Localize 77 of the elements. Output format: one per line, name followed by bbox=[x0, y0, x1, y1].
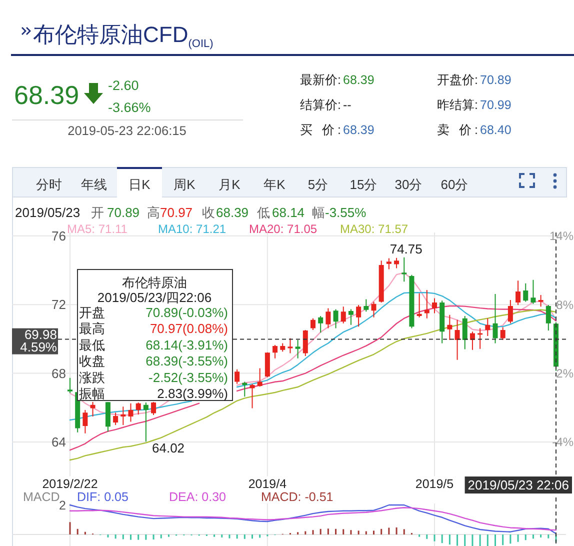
text: 低 bbox=[257, 205, 270, 220]
y2-tick-label: 14% bbox=[549, 229, 574, 244]
text: 60分 bbox=[440, 177, 468, 192]
text: -- bbox=[343, 98, 352, 112]
annotation: 74.75 bbox=[390, 241, 422, 256]
text: 70.97 bbox=[160, 205, 193, 220]
text: 70.89 bbox=[107, 205, 140, 220]
annotation: 收盘 bbox=[79, 354, 105, 369]
annotation: 最高 bbox=[79, 321, 105, 336]
y-tick-label: 76 bbox=[52, 228, 66, 244]
text: 日K bbox=[128, 177, 151, 192]
x-tick-label: 2019/5 bbox=[415, 477, 454, 491]
text: 幅 bbox=[312, 205, 325, 220]
text: 分时 bbox=[36, 177, 62, 192]
annotation: 70.97(0.08%) bbox=[150, 321, 228, 336]
text: 卖 价: bbox=[437, 123, 478, 137]
text: MA20: 71.05 bbox=[249, 222, 318, 236]
text: 高 bbox=[147, 205, 160, 220]
text: 最新价: bbox=[300, 73, 341, 87]
chart-title: 布伦特原油CFD$_{(OIL)}$ bbox=[33, 22, 214, 50]
series-label: DIF: 0.05 bbox=[77, 490, 128, 504]
y2-tick-label: 8% bbox=[556, 298, 574, 312]
annotation: 64.02 bbox=[152, 440, 185, 456]
text: 2019/05/23 22:06 bbox=[468, 478, 569, 492]
ref-line-label: 69.98 bbox=[24, 326, 57, 342]
text: -2.60 bbox=[108, 78, 139, 93]
text: 68.39 bbox=[343, 73, 374, 87]
text: MA10: 71.21 bbox=[158, 222, 226, 236]
annotation: 2.83(3.99%) bbox=[157, 386, 228, 401]
annotation: 振幅 bbox=[79, 386, 105, 401]
text: MA30: 71.57 bbox=[340, 222, 408, 236]
text: 年K bbox=[264, 177, 286, 192]
text: 年线 bbox=[81, 177, 107, 192]
series-label: MACD: -0.51 bbox=[261, 490, 334, 504]
annotation: 最低 bbox=[79, 337, 105, 352]
annotation: -2.52(-3.55%) bbox=[148, 370, 228, 385]
text: MA5: 71.11 bbox=[67, 222, 128, 236]
y2-tick-label: 2% bbox=[556, 366, 574, 380]
text: 周K bbox=[174, 177, 196, 192]
text: 买 价: bbox=[300, 123, 341, 137]
annotation: 68.39(-3.55%) bbox=[146, 354, 228, 369]
text: 70.89 bbox=[480, 73, 512, 87]
text: 5分 bbox=[308, 177, 328, 192]
text: 2019-05-23 22:06:15 bbox=[68, 123, 186, 138]
y-tick-label: 64 bbox=[52, 434, 66, 450]
text: 开 bbox=[91, 205, 104, 220]
text: 月K bbox=[218, 177, 241, 192]
text: 2 bbox=[59, 498, 66, 512]
text: 70.99 bbox=[480, 98, 512, 112]
text: 2019/05/23 bbox=[15, 205, 80, 220]
text: 收 bbox=[202, 205, 215, 220]
annotation: 布伦特原油 bbox=[122, 275, 187, 290]
x-tick-label: 2019/2/22 bbox=[42, 477, 98, 491]
text: 68.40 bbox=[480, 123, 512, 137]
annotation: 涨跌 bbox=[79, 370, 105, 385]
text: 68.39 bbox=[343, 123, 374, 137]
text: -3.55% bbox=[325, 205, 367, 220]
annotation: 2019/05/23/四22:06 bbox=[97, 290, 212, 305]
text: 30分 bbox=[394, 177, 422, 192]
x-tick-label: 2019/4 bbox=[248, 477, 287, 491]
y2-tick-label: -4% bbox=[552, 435, 574, 450]
text: 15分 bbox=[350, 177, 378, 192]
text: 68.14 bbox=[272, 205, 305, 220]
y-tick-label: 72 bbox=[52, 297, 66, 312]
series-label: DEA: 0.30 bbox=[169, 490, 226, 504]
text: 68.39 bbox=[216, 205, 249, 220]
annotation: 开盘 bbox=[79, 305, 105, 320]
annotation: 68.14(-3.91%) bbox=[146, 337, 228, 352]
text: 4.59% bbox=[20, 339, 58, 354]
text: 昨结算: bbox=[437, 98, 478, 112]
y-tick-label: 68 bbox=[52, 366, 66, 381]
chart-title: MACD bbox=[23, 490, 60, 504]
text: 68.39 bbox=[14, 80, 80, 110]
text: -3.66% bbox=[108, 100, 151, 115]
text: 结算价: bbox=[300, 98, 341, 112]
text: 开盘价: bbox=[437, 73, 478, 87]
annotation: 70.89(-0.03%) bbox=[146, 305, 228, 320]
